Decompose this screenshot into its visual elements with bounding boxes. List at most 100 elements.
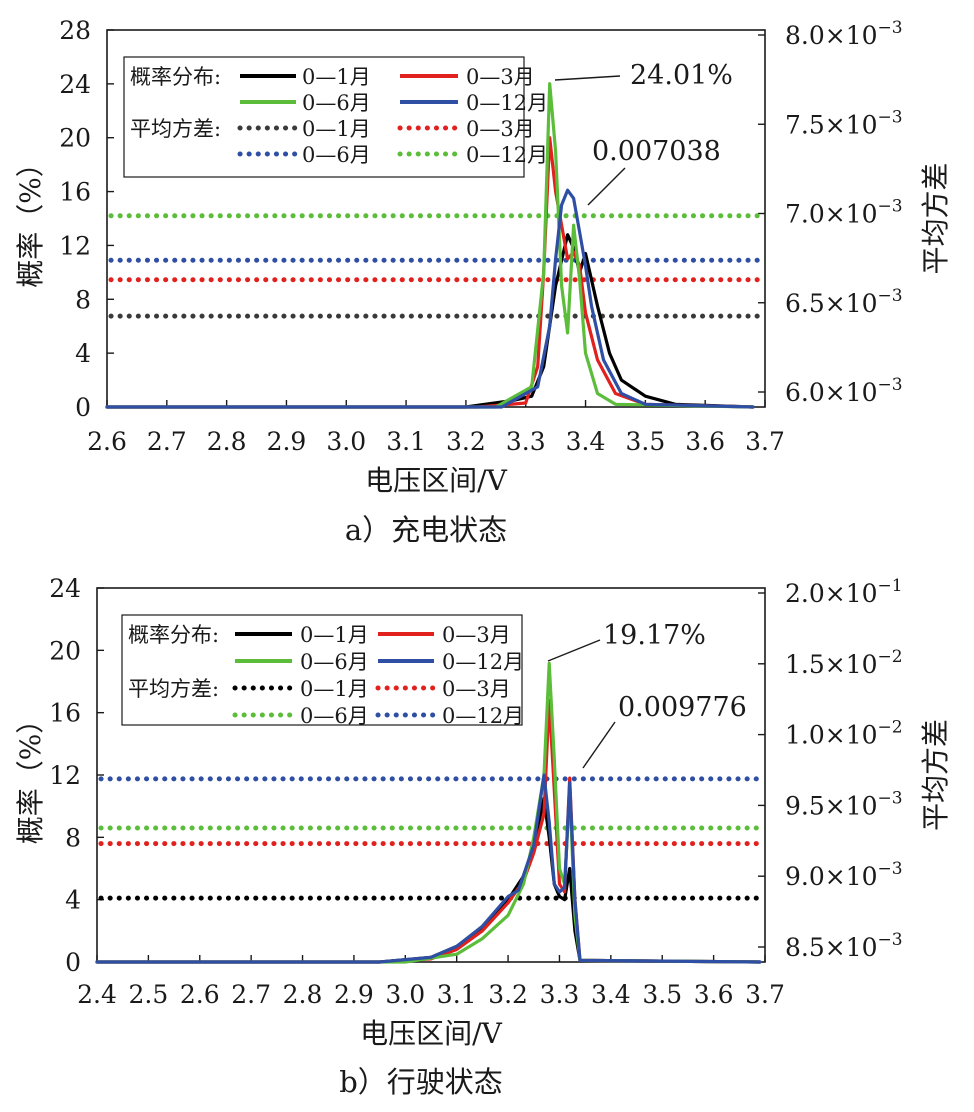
x-tick-label: 3.2 [446, 427, 486, 456]
y-tick-label: 20 [59, 124, 91, 153]
x-tick-label: 3.5 [642, 980, 682, 1009]
annotation-leader [587, 167, 626, 206]
y2-tick-label: 2.0×10−1 [785, 576, 903, 608]
chart-caption: b）行驶状态 [339, 1065, 503, 1099]
legend-title-probability: 概率分布: [130, 65, 221, 89]
x-tick-label: 2.9 [267, 427, 307, 456]
y-axis-label: 概率（%） [14, 706, 47, 845]
y2-axis-label: 平均方差 [919, 162, 952, 274]
legend-label: 0—1月 [302, 117, 371, 141]
x-tick-label: 2.6 [87, 427, 127, 456]
y-tick-label: 28 [59, 16, 91, 45]
series-line [105, 188, 755, 409]
x-tick-label: 3.4 [591, 980, 631, 1009]
series-line [95, 796, 762, 964]
y2-tick-label: 9.0×10−3 [785, 859, 903, 891]
y-tick-label: 8 [65, 823, 81, 852]
x-tick-label: 3.1 [437, 980, 477, 1009]
legend-label: 0—12月 [466, 91, 548, 115]
legend-title-variance: 平均方差: [130, 117, 221, 141]
x-tick-label: 2.4 [77, 980, 117, 1009]
legend: 概率分布: 平均方差: 0—1月 0—3月 0—6月 0—12月 0—1月 0—3月 0—6月 0… [121, 614, 524, 728]
x-tick-label: 2.6 [180, 980, 220, 1009]
x-tick-label: 3.7 [745, 427, 785, 456]
x-tick-label: 3.0 [385, 980, 425, 1009]
y-tick-label: 4 [75, 339, 91, 368]
y-tick-label: 24 [49, 574, 81, 603]
x-axis-label: 电压区间/V [360, 1017, 502, 1050]
legend-label: 0—1月 [300, 677, 369, 701]
x-tick-label: 3.2 [488, 980, 528, 1009]
annotation-leader [582, 721, 616, 769]
legend-label: 0—3月 [442, 677, 511, 701]
legend-label: 0—1月 [302, 65, 371, 89]
y2-tick-label: 6.5×10−3 [785, 286, 903, 318]
x-tick-label: 3.7 [745, 980, 785, 1009]
x-tick-label: 2.5 [129, 980, 169, 1009]
legend-box [121, 614, 523, 726]
y-tick-label: 24 [59, 70, 91, 99]
chart-caption: a）充电状态 [345, 513, 507, 547]
legend-label: 0—12月 [466, 143, 548, 167]
x-tick-label: 2.8 [283, 980, 323, 1009]
y2-tick-label: 8.0×10−3 [785, 18, 903, 50]
y2-tick-label: 8.5×10−3 [785, 930, 903, 962]
x-tick-label: 2.7 [231, 980, 271, 1009]
y-tick-label: 0 [65, 948, 81, 977]
x-tick-label: 2.8 [207, 427, 247, 456]
y2-tick-label: 6.0×10−3 [785, 375, 903, 407]
series-line [105, 82, 755, 409]
legend-label: 0—3月 [466, 117, 535, 141]
x-tick-label: 3.0 [326, 427, 366, 456]
y2-tick-label: 1.5×10−2 [785, 647, 903, 679]
y-tick-label: 16 [49, 699, 81, 728]
y-tick-label: 0 [75, 393, 91, 422]
y2-tick-label: 7.0×10−3 [785, 197, 903, 229]
annotation-label: 19.17% [603, 620, 706, 651]
y-tick-label: 12 [49, 761, 81, 790]
legend-title-variance: 平均方差: [128, 677, 219, 701]
x-tick-label: 3.6 [685, 427, 725, 456]
legend-label: 0—6月 [300, 650, 369, 674]
x-tick-label: 2.9 [334, 980, 374, 1009]
chart-panel-2: 2.4 2.5 2.6 2.7 2.8 2.9 3.0 3.1 3.2 3.3 3.4 3.5 3.6 3… [14, 574, 952, 1099]
y-tick-label: 12 [59, 231, 91, 260]
y2-tick-label: 1.0×10−2 [785, 718, 903, 750]
x-tick-label: 3.3 [540, 980, 580, 1009]
series-line [105, 136, 755, 409]
chart-panel-1: 2.6 2.7 2.8 2.9 3.0 3.1 3.2 3.3 3.4 3.5 3.6 3.7 0 4 8 1… [14, 16, 952, 547]
series-line [95, 773, 762, 964]
annotation-label: 0.009776 [618, 692, 747, 723]
legend-label: 0—1月 [300, 623, 369, 647]
y2-tick-label: 9.5×10−3 [785, 788, 903, 820]
legend-label: 0—12月 [442, 704, 524, 728]
legend-label: 0—3月 [466, 65, 535, 89]
x-tick-label: 3.4 [566, 427, 606, 456]
legend-label: 0—6月 [302, 143, 371, 167]
y-tick-label: 4 [65, 886, 81, 915]
x-tick-label: 3.6 [694, 980, 734, 1009]
legend: 概率分布: 平均方差: 0—1月 0—3月 0—6月 0—12月 0—1月 0—3月 0—6月 0… [123, 56, 548, 178]
legend-label: 0—6月 [300, 704, 369, 728]
legend-label: 0—6月 [302, 91, 371, 115]
x-tick-label: 2.7 [147, 427, 187, 456]
y-tick-label: 16 [59, 178, 91, 207]
annotation-leader [547, 639, 601, 662]
annotation-label: 24.01% [630, 60, 733, 91]
x-tick-label: 3.1 [386, 427, 426, 456]
y2-axis-label: 平均方差 [919, 719, 952, 831]
x-tick-label: 3.3 [506, 427, 546, 456]
y-tick-label: 8 [75, 285, 91, 314]
y-tick-label: 20 [49, 636, 81, 665]
y-axis-label: 概率（%） [14, 149, 47, 288]
annotation-label: 0.007038 [592, 136, 721, 167]
x-axis-label: 电压区间/V [365, 464, 507, 497]
legend-title-probability: 概率分布: [128, 623, 219, 647]
series-line [95, 698, 762, 964]
x-tick-label: 3.5 [625, 427, 665, 456]
annotation-leader [554, 75, 621, 81]
legend-label: 0—3月 [442, 623, 511, 647]
y2-tick-label: 7.5×10−3 [785, 107, 903, 139]
legend-label: 0—12月 [442, 650, 524, 674]
